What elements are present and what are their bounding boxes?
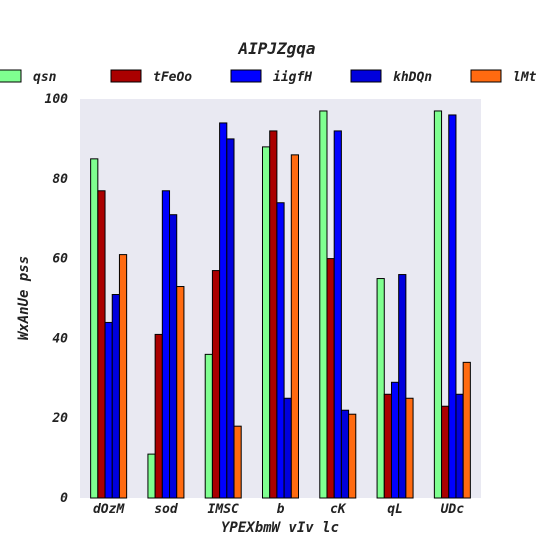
y-tick-label: 100 [45, 92, 69, 107]
x-tick-label: sod [154, 502, 179, 517]
x-tick-label: b [277, 502, 285, 517]
bar-lMt-UDc [462, 361, 471, 499]
bar-iigfH-b [276, 202, 285, 499]
bar-iigfH-qL [390, 381, 400, 499]
legend: qsn tFeOo iigfH khDQn lMt [0, 69, 537, 85]
y-tick-label: 0 [60, 491, 68, 506]
legend-label-lMt: lMt [513, 70, 537, 85]
legend-label-qsn: qsn [33, 70, 57, 85]
bar-khDQn-UDc [455, 393, 464, 499]
x-axis-label: YPEXbmW vIv lc [221, 520, 339, 536]
x-tick-label: IMSC [208, 502, 239, 517]
bar-khDQn-IMSC [226, 138, 235, 499]
legend-swatch-khDQn [350, 69, 382, 83]
y-axis-label: WxAnUe pss [16, 256, 32, 340]
bar-lMt-dOzM [118, 254, 128, 499]
bar-tFeOo-cK [326, 258, 335, 499]
bar-iigfH-sod [161, 190, 171, 499]
bar-qsn-cK [319, 110, 328, 499]
legend-swatch-tFeOo [110, 69, 142, 83]
bar-qsn-sod [147, 453, 156, 499]
bar-lMt-qL [405, 397, 414, 499]
x-tick-label: qL [387, 502, 403, 517]
legend-label-khDQn: khDQn [393, 70, 432, 85]
legend-swatch-lMt [470, 69, 502, 83]
bar-qsn-qL [376, 278, 385, 499]
bar-tFeOo-b [269, 130, 278, 499]
bar-tFeOo-dOzM [97, 190, 106, 499]
legend-swatch-qsn [0, 69, 22, 83]
bar-khDQn-sod [169, 214, 178, 499]
x-tick-label: cK [330, 502, 347, 517]
bar-lMt-IMSC [233, 425, 242, 499]
y-tick-label: 60 [52, 252, 68, 267]
bar-khDQn-dOzM [111, 294, 120, 499]
bar-tFeOo-sod [154, 333, 163, 499]
x-tick-label: dOzM [93, 502, 125, 517]
bar-lMt-sod [176, 286, 185, 499]
bar-qsn-b [262, 146, 271, 499]
y-tick-labels: 0 20 40 60 80 100 [45, 92, 69, 506]
bar-qsn-UDc [433, 110, 443, 499]
bar-lMt-b [290, 154, 299, 499]
y-tick-label: 40 [52, 331, 68, 346]
bar-khDQn-qL [398, 274, 407, 499]
bar-qsn-IMSC [204, 353, 213, 499]
legend-label-iigfH: iigfH [273, 70, 312, 85]
bars-group [90, 110, 471, 499]
bar-qsn-dOzM [90, 158, 99, 499]
y-tick-label: 80 [52, 172, 68, 187]
bar-khDQn-b [283, 397, 292, 499]
chart-title: AIPJZgqa [237, 39, 315, 58]
bar-iigfH-UDc [448, 114, 457, 499]
bar-lMt-cK [348, 413, 357, 499]
x-tick-labels: dOzM sod IMSC b cK qL UDc [93, 502, 464, 517]
bar-tFeOo-IMSC [211, 270, 221, 499]
x-tick-label: UDc [441, 502, 465, 517]
bar-tFeOo-qL [383, 393, 392, 499]
bar-iigfH-dOzM [104, 321, 113, 499]
bar-tFeOo-UDc [441, 405, 450, 499]
legend-label-tFeOo: tFeOo [153, 70, 192, 85]
bar-iigfH-IMSC [219, 122, 228, 499]
bar-khDQn-cK [340, 409, 350, 499]
bar-iigfH-cK [333, 130, 342, 499]
y-tick-label: 20 [51, 411, 68, 426]
legend-swatch-iigfH [230, 69, 262, 83]
